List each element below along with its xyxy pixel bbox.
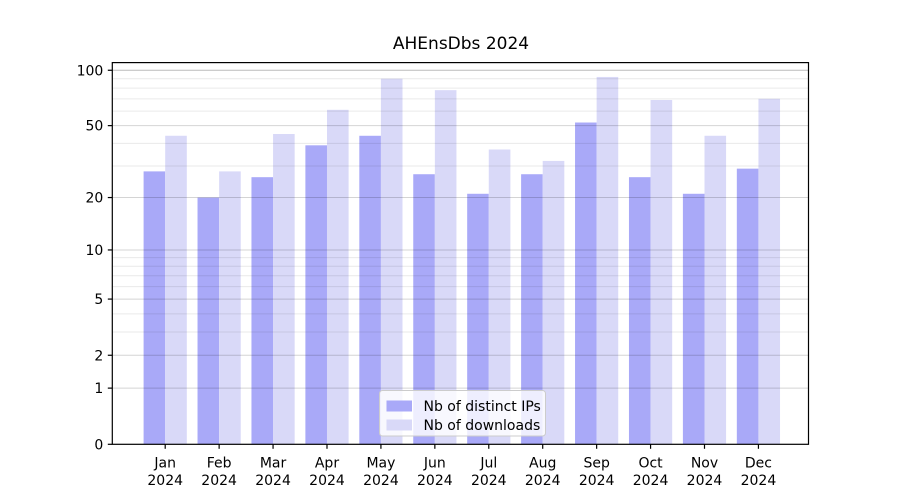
bar-distinct-ips-jul xyxy=(467,193,489,445)
bar-distinct-ips-dec xyxy=(736,168,759,445)
y-axis-tick-label-2: 2 xyxy=(94,348,103,364)
x-axis-tick-label-month-jun: Jun xyxy=(423,456,446,472)
bar-distinct-ips-sep xyxy=(575,122,597,445)
y-axis-tick-label-50: 50 xyxy=(85,119,103,135)
bar-distinct-ips-may xyxy=(359,135,381,445)
y-axis-tick-label-0: 0 xyxy=(94,437,103,453)
bar-distinct-ips-apr xyxy=(305,145,327,445)
bar-downloads-nov xyxy=(704,135,727,445)
x-axis-tick-label-year-apr: 2024 xyxy=(309,473,345,489)
x-axis-tick-label-year-aug: 2024 xyxy=(525,473,561,489)
x-axis-tick-label-month-jan: Jan xyxy=(153,456,176,472)
bar-distinct-ips-nov xyxy=(682,193,705,445)
x-axis-tick-label-month-dec: Dec xyxy=(745,456,772,472)
legend-swatch-distinct-ips xyxy=(386,400,412,412)
x-axis-tick-label-year-jul: 2024 xyxy=(471,473,507,489)
x-axis-tick-label-year-sep: 2024 xyxy=(579,473,615,489)
y-axis-tick-label-1: 1 xyxy=(94,381,103,397)
x-axis-tick-label-month-feb: Feb xyxy=(207,456,232,472)
bar-distinct-ips-oct xyxy=(628,177,651,445)
x-axis-tick-label-year-dec: 2024 xyxy=(741,473,777,489)
x-axis-tick-label-month-sep: Sep xyxy=(583,456,610,472)
bar-distinct-ips-jun xyxy=(413,174,435,445)
legend-label-distinct-ips: Nb of distinct IPs xyxy=(424,399,541,415)
x-axis-tick-label-month-mar: Mar xyxy=(260,456,287,472)
bar-downloads-jan xyxy=(165,135,187,445)
y-axis-tick-label-5: 5 xyxy=(94,292,103,308)
bar-downloads-jul xyxy=(488,149,511,445)
x-axis-tick-label-month-apr: Apr xyxy=(315,456,339,472)
legend-swatch-downloads xyxy=(386,419,412,431)
y-axis-tick-label-10: 10 xyxy=(85,243,103,259)
bar-downloads-aug xyxy=(542,160,565,445)
x-axis-tick-label-month-jul: Jul xyxy=(479,456,497,472)
x-axis-tick-label-month-aug: Aug xyxy=(529,456,556,472)
x-axis-tick-label-year-nov: 2024 xyxy=(687,473,723,489)
bar-distinct-ips-jan xyxy=(143,171,166,445)
bar-downloads-may xyxy=(380,78,403,445)
legend-box xyxy=(379,390,546,437)
x-axis-tick-label-year-jun: 2024 xyxy=(417,473,453,489)
bar-distinct-ips-aug xyxy=(521,174,543,445)
x-axis-tick-label-year-may: 2024 xyxy=(363,473,399,489)
plot-frame xyxy=(111,61,810,445)
x-axis-tick-label-month-may: May xyxy=(366,456,395,472)
y-axis-tick-label-100: 100 xyxy=(77,63,104,79)
bar-downloads-oct xyxy=(650,99,673,445)
bar-downloads-feb xyxy=(219,171,241,445)
bar-distinct-ips-mar xyxy=(251,177,274,445)
bar-downloads-dec xyxy=(758,98,781,445)
x-axis-tick-label-year-jan: 2024 xyxy=(147,473,183,489)
x-axis-tick-label-year-oct: 2024 xyxy=(633,473,669,489)
x-axis-tick-label-month-oct: Oct xyxy=(638,456,663,472)
x-axis-tick-label-month-nov: Nov xyxy=(691,456,718,472)
y-axis-tick-label-20: 20 xyxy=(85,191,103,207)
bar-downloads-sep xyxy=(596,76,619,445)
legend-label-downloads: Nb of downloads xyxy=(424,418,541,434)
chart-title: AHEnsDbs 2024 xyxy=(392,34,530,54)
bar-downloads-jun xyxy=(434,90,457,445)
bar-downloads-apr xyxy=(326,109,349,445)
x-axis-tick-label-year-mar: 2024 xyxy=(255,473,291,489)
bar-downloads-mar xyxy=(273,133,295,445)
bar-distinct-ips-feb xyxy=(197,197,220,445)
x-axis-tick-label-year-feb: 2024 xyxy=(201,473,237,489)
